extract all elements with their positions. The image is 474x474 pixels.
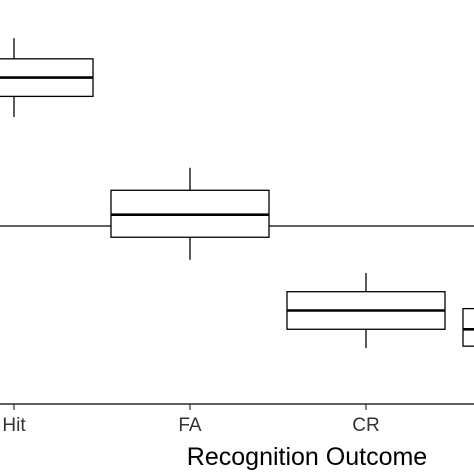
x-tick-label-hit: Hit: [2, 415, 26, 436]
x-tick-label-fa: FA: [178, 415, 202, 436]
x-axis-title: Recognition Outcome: [187, 443, 427, 471]
box-unlabeled: [462, 307, 474, 347]
boxes-group: [0, 38, 474, 349]
x-ticks-group: Hit FA CR: [2, 404, 380, 436]
x-tick-label-cr: CR: [352, 415, 379, 436]
iqr-box-unlabeled: [462, 307, 474, 347]
box-fa: [110, 167, 270, 260]
box-hit: [0, 38, 94, 118]
box-cr: [286, 272, 446, 349]
